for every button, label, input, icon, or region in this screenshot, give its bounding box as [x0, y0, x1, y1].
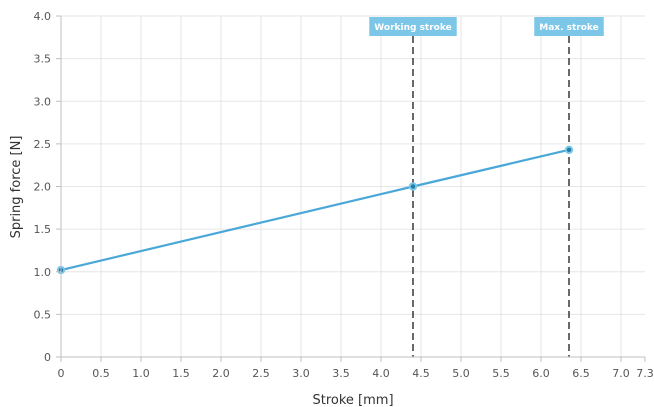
series: [56, 145, 574, 275]
x-tick-label: 1.5: [172, 367, 190, 380]
y-tick-label: 2.5: [34, 138, 52, 151]
axes: 0 0.5 1.0 1.5 2.0 2.5 3.0 3.5 4.0 0 0.5 1.0 1.5 2.0 2.…: [34, 10, 654, 380]
series-line: [60, 148, 570, 272]
x-tick-label: 7.3: [636, 367, 654, 380]
grid: [61, 15, 645, 358]
reference-label-box: [534, 17, 604, 36]
x-tick-label: 0.5: [92, 367, 110, 380]
reference-lines: Working stroke Max. stroke: [369, 17, 604, 357]
x-tick-label: 2.0: [212, 367, 230, 380]
y-tick-label: 0.5: [34, 308, 52, 321]
y-axis-title: Spring force [N]: [9, 136, 24, 239]
x-tick-label: 3.0: [292, 367, 310, 380]
x-tick-label: 4.0: [372, 367, 390, 380]
y-tick-label: 3.5: [34, 53, 52, 66]
x-tick-label: 2.5: [252, 367, 270, 380]
x-tick-label: 7.0: [612, 367, 630, 380]
x-tick-label: 5.0: [452, 367, 470, 380]
x-tick-label: 6.5: [572, 367, 590, 380]
x-tick-label: 1.0: [132, 367, 150, 380]
x-tick-label: 0: [58, 367, 65, 380]
x-tick-label: 6.0: [532, 367, 550, 380]
reference-label-box: [369, 17, 457, 36]
y-tick-label: 1.0: [34, 266, 52, 279]
x-axis-title: Stroke [mm]: [312, 393, 393, 407]
x-tick-label: 5.5: [492, 367, 510, 380]
reference-label: Working stroke: [374, 23, 451, 33]
reference-label: Max. stroke: [539, 23, 599, 33]
y-tick-label: 4.0: [34, 10, 52, 23]
data-point: [408, 182, 418, 191]
y-tick-label: 3.0: [34, 95, 52, 108]
y-tick-label: 0: [44, 351, 51, 364]
y-tick-label: 2.0: [34, 181, 52, 194]
data-point: [564, 145, 574, 155]
x-tick-label: 3.5: [332, 367, 350, 380]
x-tick-label: 4.5: [412, 367, 430, 380]
y-tick-label: 1.5: [34, 223, 52, 236]
